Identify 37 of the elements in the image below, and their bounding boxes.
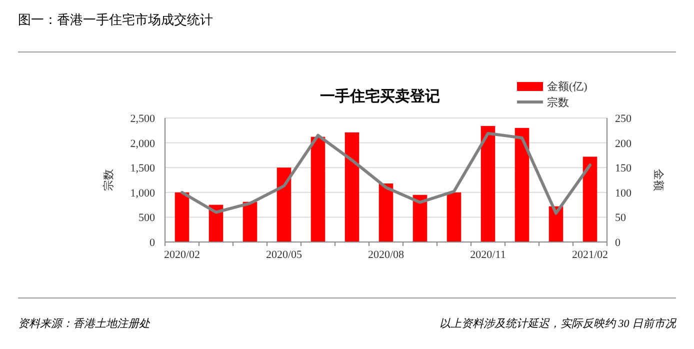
line-series	[180, 132, 592, 215]
y-tick-label: 0	[150, 237, 156, 249]
y2-tick-label: 100	[615, 187, 632, 200]
bar	[480, 126, 496, 242]
chart-subtitle: 一手住宅买卖登记	[320, 87, 440, 105]
y-tick-label: 2,000	[130, 138, 156, 150]
bar	[276, 168, 292, 242]
x-tick-label: 2020/11	[470, 249, 506, 261]
y2-tick-label: 200	[615, 138, 632, 150]
y-tick-label: 1,000	[130, 187, 156, 200]
bar	[514, 128, 530, 242]
bar	[310, 136, 326, 242]
y2-tick-label: 250	[615, 113, 632, 125]
y2-axis-title: 金额	[652, 169, 665, 191]
y-tick-label: 2,500	[130, 113, 156, 125]
x-tick-label: 2020/05	[266, 249, 303, 261]
text: 资料来源：香港土地注册处	[18, 317, 151, 330]
x-tick-label: 2020/02	[164, 249, 200, 261]
y-axis-title: 宗数	[102, 169, 115, 191]
x-tick-label: 2021/02	[572, 249, 608, 261]
y2-tick-label: 0	[615, 237, 621, 249]
bar	[174, 192, 190, 242]
bar	[344, 132, 360, 242]
chart-title: 图一：香港一手住宅市场成交统计	[18, 12, 213, 27]
bar	[582, 156, 598, 242]
bar	[242, 202, 258, 242]
y-tick-label: 1,500	[130, 162, 156, 175]
y2-tick-label: 150	[615, 162, 632, 175]
bar	[446, 192, 462, 242]
x-tick-label: 2020/08	[368, 249, 405, 261]
y-tick-label: 500	[138, 212, 156, 224]
text: 以上资料涉及统计延迟，实际反映约 30 日前市况	[440, 317, 677, 330]
legend-label: 宗数	[547, 96, 569, 109]
bar	[378, 183, 394, 242]
y2-tick-label: 50	[615, 212, 626, 224]
legend-label: 金额(亿)	[547, 80, 588, 93]
bar	[412, 194, 428, 242]
